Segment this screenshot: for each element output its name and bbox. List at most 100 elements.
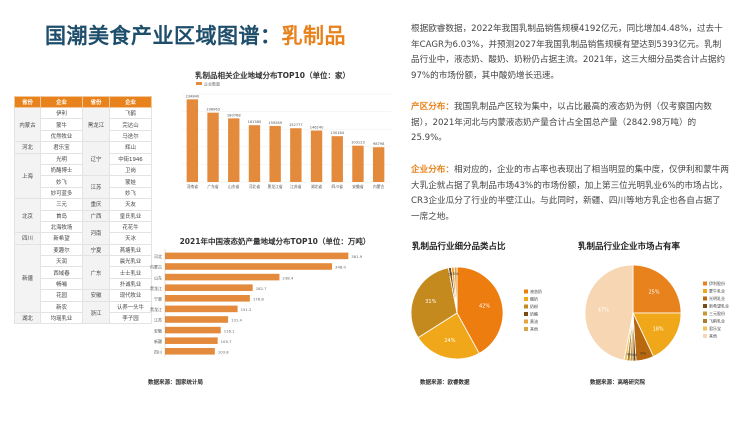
table-row: 北京 三元 重庆 天友 — [14, 198, 152, 234]
hbar — [165, 263, 333, 270]
paragraph-company: 企业分布：相对应的，企业的市占率也表现出了相当明显的集中度，仅伊利和蒙牛两大乳企… — [411, 163, 729, 225]
province-cell: 湖北 — [14, 312, 41, 325]
hbar-value-label: 116.1 — [224, 328, 235, 333]
province-cell: 广西 — [82, 209, 110, 222]
region-bar-chart: 企业数量 234840 河南省 196963 广东省 180768 山东省 161385 河北省… — [182, 81, 391, 189]
company-cell: 飞鹤 — [109, 106, 152, 120]
table-row: 湖北 均瑶乳业 李子园 — [14, 312, 152, 325]
legend-swatch — [524, 304, 528, 309]
pie-slice — [417, 312, 480, 360]
hbar-category-label: 黑龙江 — [150, 285, 162, 291]
province-cell: 重庆 — [82, 198, 110, 211]
legend-swatch — [703, 296, 707, 301]
table-row: 奶酪博士 卫岗 — [15, 163, 152, 177]
bar — [352, 145, 364, 182]
legend-label: 奶酪 — [530, 311, 538, 317]
hbar-category-label: 黑龙江 — [150, 306, 162, 312]
legend-label: 其他 — [530, 326, 538, 332]
legend-swatch — [703, 289, 707, 293]
province-cell: 江苏 — [82, 175, 110, 200]
company-cell: 麦趣尔 — [40, 243, 83, 257]
hbar-value-label: 131.4 — [231, 318, 242, 323]
legend-label: 其他 — [709, 333, 717, 339]
company-cell: 畅哺 — [40, 277, 83, 291]
legend-swatch — [524, 289, 528, 294]
province-cell: 黑龙江 — [82, 106, 110, 143]
pie-value-label: 1% — [448, 272, 454, 276]
bar-value-label: 130184 — [330, 131, 344, 135]
title-accent: 乳制品 — [281, 24, 346, 48]
bar-value-label: 103123 — [351, 141, 365, 145]
province-cell: 辽宁 — [82, 141, 110, 177]
hbar-value-label: 182.7 — [256, 286, 267, 291]
company-cell: 伊利 — [40, 106, 83, 120]
hbar — [165, 252, 349, 260]
bar — [228, 118, 240, 182]
bar-category-label: 河南省 — [187, 184, 199, 189]
company-cell: 辉山 — [109, 141, 152, 154]
province-cell: 河南 — [82, 220, 110, 245]
bar — [269, 125, 281, 182]
table-header-cell: 省份 — [82, 96, 110, 108]
pie-slice — [456, 266, 504, 354]
company-cell: 天润 — [40, 255, 83, 268]
bar — [207, 112, 219, 182]
hbar — [165, 316, 229, 323]
pie2-source: 数据来源：高略研究院 — [590, 380, 646, 386]
legend-label: 新希望乳业 — [709, 303, 729, 309]
table-header-cell: 企业 — [40, 96, 83, 108]
legend-label: 伊利股份 — [709, 280, 725, 286]
bar-category-label: 江苏省 — [290, 184, 302, 189]
pie-slice — [584, 264, 634, 361]
hbar-value-label: 151.2 — [241, 307, 252, 312]
hbar-value-label: 103.8 — [218, 349, 229, 354]
pie-value-label: 42% — [479, 303, 490, 309]
company-cell: 妙飞 — [109, 186, 152, 200]
bar — [310, 130, 323, 182]
company-text: 相对应的，企业的市占率也表现出了相当明显的集中度，仅伊利和蒙牛两大乳企就占据了乳… — [411, 165, 729, 222]
company-cell: 光明 — [40, 152, 83, 165]
hbar-value-label: 348.0 — [335, 265, 346, 270]
hbar-category-label: 四川 — [154, 349, 162, 354]
pie-value-label: 31% — [425, 299, 436, 305]
bar-value-label: 146240 — [310, 126, 324, 130]
legend-label: 液态奶 — [530, 288, 542, 294]
bar-value-label: 152777 — [289, 123, 303, 127]
company-cell: 君乐宝 — [40, 141, 83, 154]
company-cell: 李子园 — [109, 312, 152, 325]
bar — [372, 147, 385, 182]
legend-label: 蒙牛乳业 — [709, 288, 725, 294]
region-company-table: 省份 企业 省份 企业 内蒙古 伊利 黑龙江 飞鹤 蒙牛 完达山 优然牧业 马迭尔 河北 君乐宝 辽宁 辉山… — [14, 96, 152, 325]
company-cell: 天冰 — [109, 232, 152, 245]
pie-slice — [453, 266, 458, 314]
hbar-value-label: 176.8 — [253, 296, 264, 301]
bar — [290, 128, 302, 182]
legend-label: 三元股份 — [709, 310, 725, 316]
bar-category-label: 山东省 — [228, 184, 240, 189]
table-row: 四川 新希望 天冰 — [14, 232, 152, 245]
legend-swatch — [196, 82, 202, 85]
company-cell: 均瑶乳业 — [40, 312, 83, 325]
table-row: 内蒙古 伊利 黑龙江 飞鹤 — [14, 106, 152, 143]
pie1-title: 乳制品行业细分品类占比 — [412, 242, 506, 252]
legend-swatch — [703, 281, 707, 286]
pie-value-label: 1% — [450, 272, 456, 276]
company-cell: 完达山 — [109, 118, 152, 131]
liquid-milk-hbar-chart: 河北 381.9 内蒙古 348.0 山东 238.4 黑龙江 182.7 宁夏 176.8 黑龙江… — [150, 249, 363, 357]
table-row: 花园 安徽 现代牧业 — [15, 289, 152, 302]
title-main: 国潮美食产业区域图谱： — [45, 24, 282, 48]
province-cell: 上海 — [14, 152, 41, 200]
paragraph-intro: 根据欧睿数据，2022年我国乳制品销售规模4192亿元，同比增加4.48%，过去… — [411, 24, 726, 81]
legend-swatch — [703, 311, 707, 316]
province-cell: 四川 — [14, 232, 41, 245]
pie-value-label: 6% — [640, 351, 646, 355]
company-cell: 蒙娃 — [109, 175, 152, 188]
company-cell: 卫岗 — [109, 163, 152, 177]
table-row: 西域春 士士乳业 — [15, 266, 152, 279]
bar-value-label: 98798 — [373, 142, 385, 146]
pie-value-label: 1% — [453, 272, 459, 276]
company-cell: 马迭尔 — [109, 129, 152, 143]
hbar-category-label: 江苏 — [154, 317, 162, 323]
company-cell: 花园 — [40, 289, 83, 302]
hbar-category-label: 内蒙古 — [150, 264, 162, 270]
